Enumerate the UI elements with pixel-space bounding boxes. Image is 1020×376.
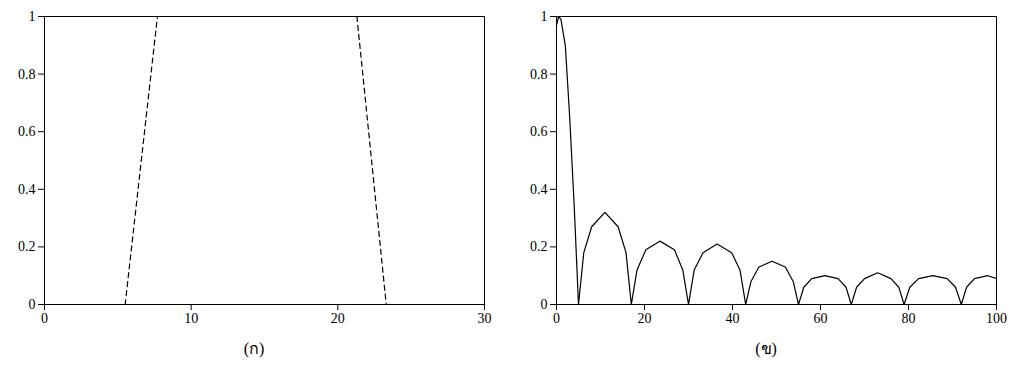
svg-text:0: 0 (29, 297, 36, 312)
svg-text:0.2: 0.2 (530, 239, 548, 254)
svg-text:0.8: 0.8 (18, 67, 36, 82)
svg-text:80: 80 (902, 311, 916, 326)
svg-text:30: 30 (478, 311, 492, 326)
svg-text:20: 20 (638, 311, 652, 326)
svg-text:0: 0 (553, 311, 560, 326)
svg-text:0.4: 0.4 (530, 182, 548, 197)
svg-text:20: 20 (331, 311, 345, 326)
svg-text:0.8: 0.8 (530, 67, 548, 82)
svg-text:100: 100 (986, 311, 1007, 326)
html-text:(ก): (ก) (243, 340, 265, 357)
svg-text:0: 0 (541, 297, 548, 312)
svg-text:0: 0 (41, 311, 48, 326)
svg-text:0.6: 0.6 (530, 124, 548, 139)
svg-text:0.6: 0.6 (18, 124, 36, 139)
html-text:(ข): (ข) (755, 340, 777, 357)
svg-text:60: 60 (814, 311, 828, 326)
svg-text:10: 10 (184, 311, 198, 326)
svg-text:0.4: 0.4 (18, 182, 36, 197)
svg-text:0.2: 0.2 (18, 239, 36, 254)
svg-text:1: 1 (29, 9, 36, 24)
svg-text:40: 40 (726, 311, 740, 326)
svg-text:1: 1 (541, 9, 548, 24)
